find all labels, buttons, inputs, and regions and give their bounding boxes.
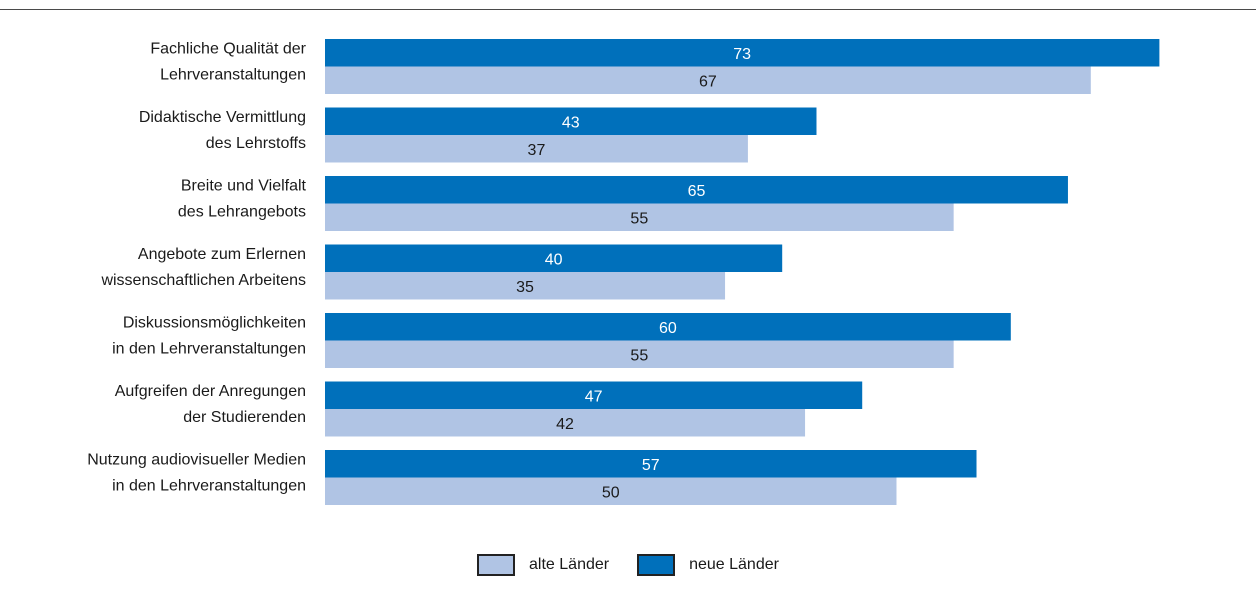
bar-neue-laender (325, 450, 977, 478)
category-label-line: des Lehrstoffs (206, 135, 306, 152)
value-label-neue-laender: 47 (585, 388, 603, 405)
category-label: Angebote zum Erlernen wissenschaftlichen … (100, 246, 306, 289)
category-label-line: Aufgreifen der Anregungen (115, 383, 306, 400)
bar-alte-laender (325, 477, 897, 505)
bar-neue-laender (325, 244, 783, 272)
value-label-alte-laender: 55 (630, 210, 648, 227)
value-label-alte-laender: 67 (699, 73, 717, 90)
category-label-line: Angebote zum Erlernen (138, 246, 306, 263)
value-label-alte-laender: 55 (630, 347, 648, 364)
value-label-alte-laender: 37 (528, 142, 546, 159)
legend: alte Länder neue Länder (0, 550, 1256, 580)
value-label-alte-laender: 42 (556, 416, 574, 433)
category-label-line: Lehrveranstaltungen (160, 67, 306, 84)
category-label-line: Didaktische Vermittlung (139, 109, 306, 126)
bar-neue-laender (325, 176, 1068, 204)
legend-item-alte-laender: alte Länder (477, 554, 609, 576)
value-label-neue-laender: 57 (642, 457, 660, 474)
category-label-line: Diskussionsmöglichkeiten (123, 315, 306, 332)
value-label-alte-laender: 50 (602, 484, 620, 501)
category-label-line: in den Lehrveranstaltungen (112, 341, 306, 358)
legend-label-neue-laender: neue Länder (689, 556, 779, 573)
category-group: Didaktische Vermittlung des Lehrstoffs 43 3… (139, 107, 817, 163)
legend-label-alte-laender: alte Länder (529, 556, 610, 573)
value-label-neue-laender: 60 (659, 320, 677, 337)
top-rule (0, 9, 1256, 10)
value-label-neue-laender: 43 (562, 114, 580, 131)
category-label: Diskussionsmöglichkeiten in den Lehrveran… (112, 315, 306, 358)
bar-alte-laender (325, 66, 1091, 94)
category-label: Fachliche Qualität der Lehrveranstaltunge… (150, 41, 306, 84)
category-label-line: in den Lehrveranstaltungen (112, 478, 306, 495)
category-group: Fachliche Qualität der Lehrveranstaltunge… (150, 39, 1160, 94)
value-label-neue-laender: 40 (545, 251, 563, 268)
bar-neue-laender (325, 39, 1160, 67)
category-label: Nutzung audiovisueller Medien in den Lehr… (87, 452, 306, 495)
legend-item-neue-laender: neue Länder (637, 554, 779, 576)
category-group: Angebote zum Erlernen wissenschaftlichen … (100, 244, 783, 300)
legend-swatch-neue-laender (637, 554, 676, 576)
bar-neue-laender (325, 381, 863, 409)
category-label-line: der Studierenden (183, 409, 306, 426)
category-label: Breite und Vielfalt des Lehrangebots (178, 178, 307, 221)
category-group: Diskussionsmöglichkeiten in den Lehrveran… (112, 313, 1011, 368)
category-label-line: wissenschaftlichen Arbeitens (100, 272, 306, 289)
value-label-neue-laender: 65 (688, 183, 706, 200)
value-label-alte-laender: 35 (516, 279, 534, 296)
category-group: Breite und Vielfalt des Lehrangebots 65 55 (178, 176, 1068, 231)
bar-neue-laender (325, 107, 817, 135)
category-label-line: Breite und Vielfalt (181, 178, 307, 195)
bar-alte-laender (325, 135, 748, 163)
category-label: Didaktische Vermittlung des Lehrstoffs (139, 109, 306, 152)
category-label-line: Fachliche Qualität der (150, 41, 306, 58)
legend-swatch-alte-laender (477, 554, 516, 576)
bar-alte-laender (325, 409, 806, 437)
category-label-line: des Lehrangebots (178, 204, 306, 221)
bar-neue-laender (325, 313, 1011, 341)
bar-alte-laender (325, 203, 954, 231)
bar-alte-laender (325, 340, 954, 368)
category-label: Aufgreifen der Anregungen der Studierende… (115, 383, 306, 426)
category-label-line: Nutzung audiovisueller Medien (87, 452, 306, 469)
bar-chart: Fachliche Qualität der Lehrveranstaltunge… (87, 39, 1160, 505)
bar-alte-laender (325, 272, 726, 300)
category-group: Nutzung audiovisueller Medien in den Lehr… (87, 450, 977, 505)
value-label-neue-laender: 73 (733, 46, 751, 63)
category-group: Aufgreifen der Anregungen der Studierende… (115, 381, 863, 437)
